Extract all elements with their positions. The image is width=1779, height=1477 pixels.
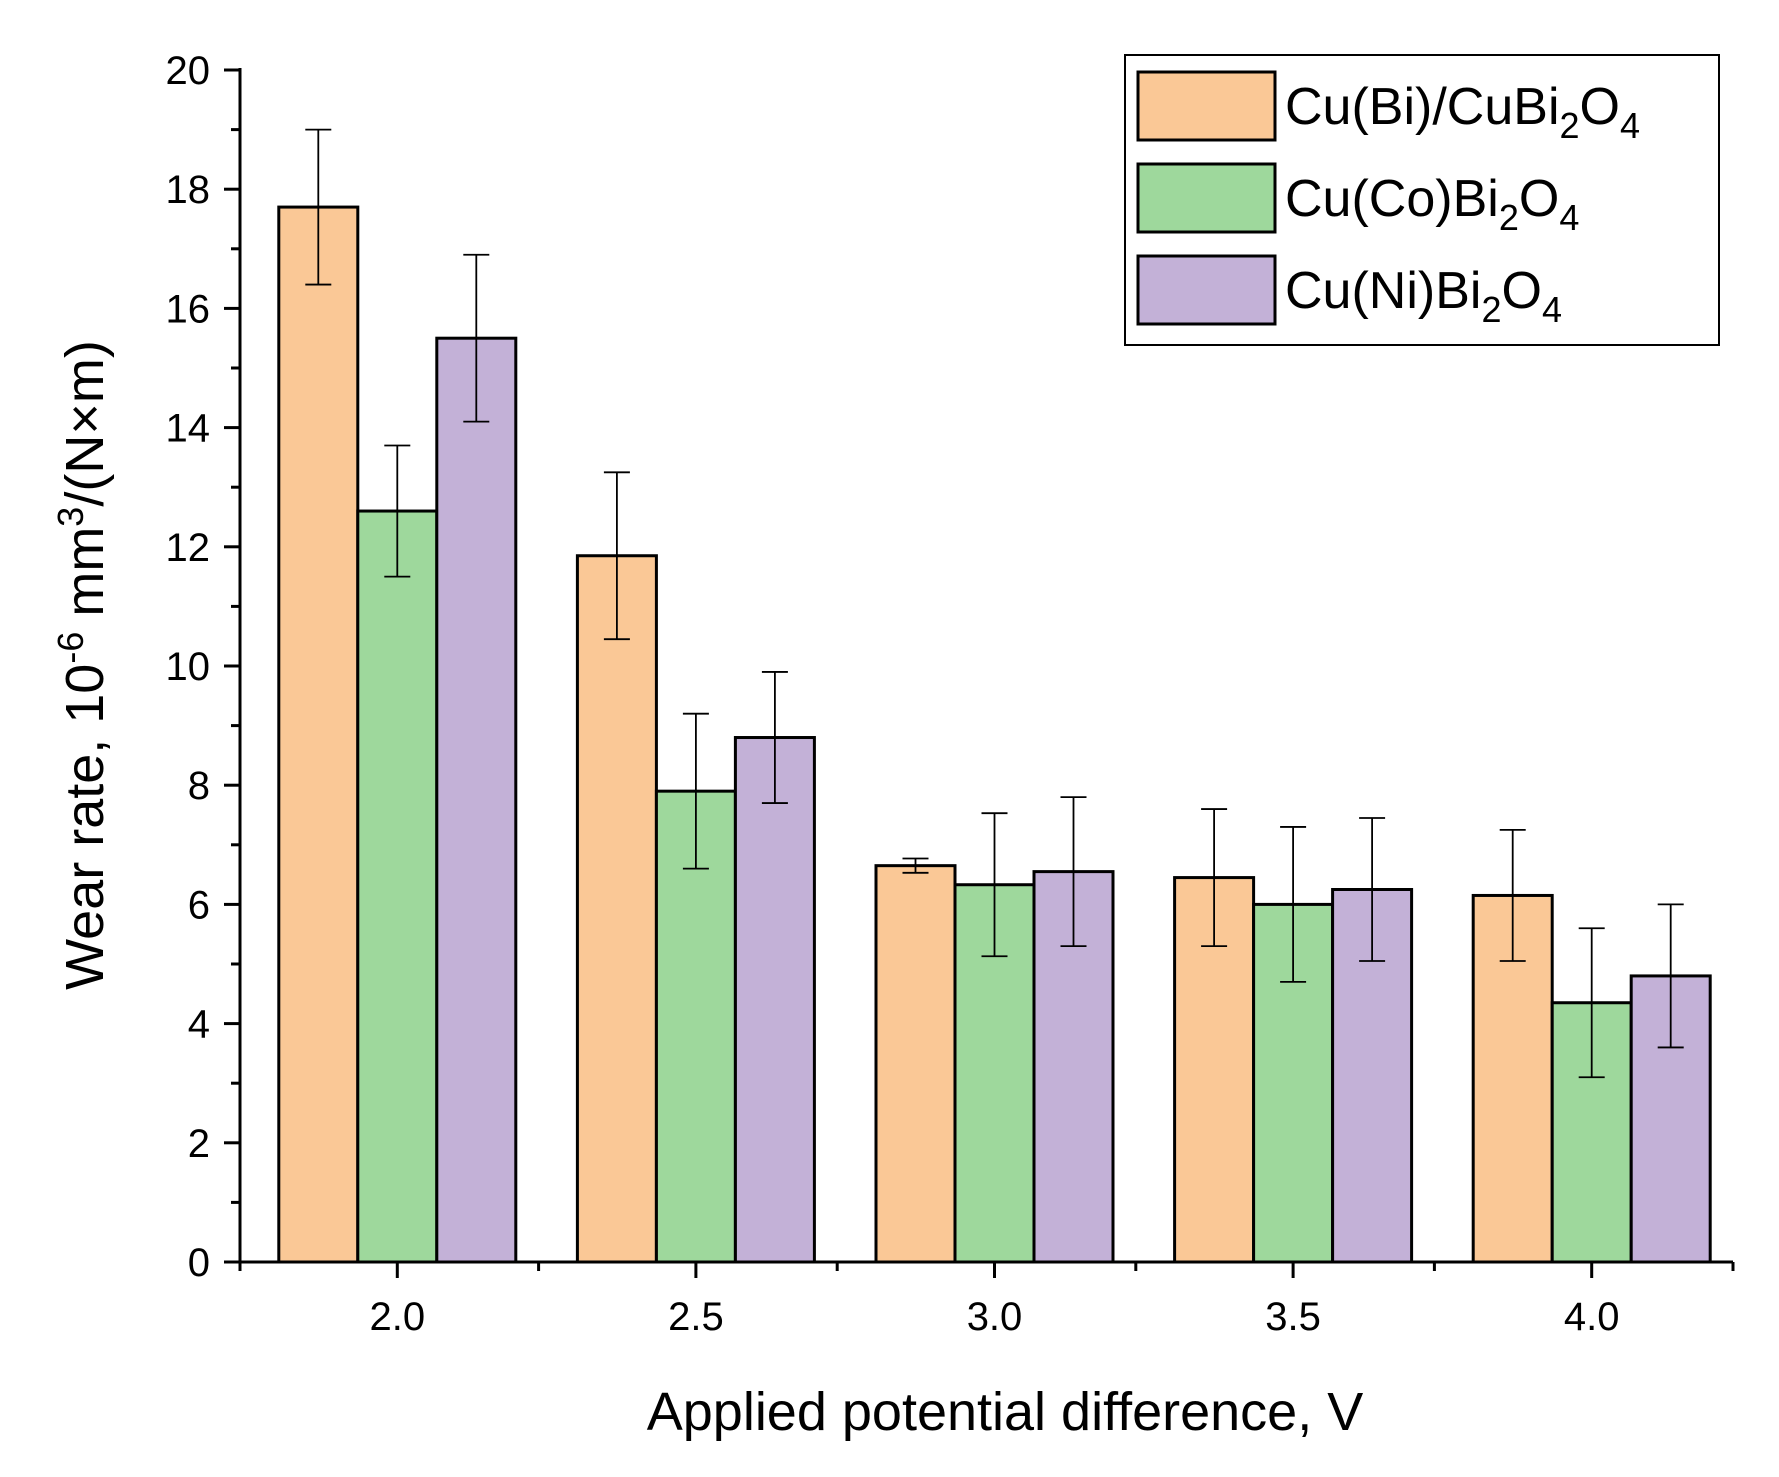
x-tick-label: 4.0: [1564, 1295, 1620, 1339]
bar-Cu(Bi)/CuBi2O4-2.5: [575, 554, 658, 1264]
legend-label: Cu(Ni)Bi2O4: [1285, 262, 1562, 330]
y-tick-label: 12: [166, 526, 211, 570]
error-bar-Cu(Bi)/CuBi2O4-3.5: [1201, 808, 1228, 948]
error-bar-Cu(Ni)Bi2O4-3.5: [1359, 817, 1386, 962]
legend-label: Cu(Bi)/CuBi2O4: [1285, 78, 1640, 146]
x-tick-label: 3.5: [1265, 1295, 1321, 1339]
x-axis-title: Applied potential difference, V: [647, 1382, 1364, 1442]
legend-label: Cu(Co)Bi2O4: [1285, 170, 1579, 238]
legend-item-Cu(Ni)Bi2O4: Cu(Ni)Bi2O4: [1136, 254, 1562, 330]
bar-Cu(Ni)Bi2O4-2.5: [733, 736, 816, 1264]
y-tick-label: 20: [166, 49, 211, 93]
error-bar-Cu(Bi)/CuBi2O4-2.5: [603, 471, 630, 641]
x-tick-label: 3.0: [967, 1295, 1023, 1339]
legend-item-Cu(Bi)/CuBi2O4: Cu(Bi)/CuBi2O4: [1136, 70, 1640, 146]
x-tick-label: 2.0: [369, 1295, 425, 1339]
x-tick-labels: 2.0 2.5 3.0 3.5 4.0: [369, 1295, 1619, 1339]
error-bar-Cu(Ni)Bi2O4-2.5: [761, 671, 788, 804]
error-bar-Cu(Co)Bi2O4-2.5: [682, 712, 709, 870]
error-bar-Cu(Co)Bi2O4-4.0: [1578, 927, 1605, 1079]
y-tick-label: 4: [188, 1003, 210, 1047]
error-bar-Cu(Bi)/CuBi2O4-3.0: [902, 857, 929, 874]
bar-Cu(Ni)Bi2O4-2.0: [435, 336, 518, 1264]
bars-layer: [277, 205, 1712, 1264]
y-tick-label: 10: [166, 645, 211, 689]
y-tick-label: 16: [166, 287, 211, 331]
bar-Cu(Bi)/CuBi2O4-2.0: [277, 205, 360, 1264]
legend-swatch: [1136, 70, 1277, 142]
y-tick-label: 8: [188, 764, 210, 808]
error-bar-Cu(Bi)/CuBi2O4-2.0: [305, 128, 332, 286]
bar-Cu(Co)Bi2O4-2.0: [356, 509, 439, 1264]
y-tick-label: 6: [188, 883, 210, 927]
error-bar-Cu(Co)Bi2O4-2.0: [384, 444, 411, 578]
legend-swatch: [1136, 162, 1277, 234]
y-tick-label: 0: [188, 1241, 210, 1285]
y-tick-label: 18: [166, 168, 211, 212]
legend-item-Cu(Co)Bi2O4: Cu(Co)Bi2O4: [1136, 162, 1579, 238]
error-bar-Cu(Bi)/CuBi2O4-4.0: [1499, 829, 1526, 962]
error-bars-layer: [305, 128, 1684, 1079]
axes-layer: [224, 68, 1735, 1278]
y-tick-label: 14: [166, 407, 211, 451]
legend: Cu(Bi)/CuBi2O4 Cu(Co)Bi2O4 Cu(Ni)Bi2O4: [1124, 54, 1720, 346]
error-bar-Cu(Ni)Bi2O4-2.0: [463, 253, 490, 423]
bar-Cu(Co)Bi2O4-2.5: [654, 789, 737, 1264]
error-bar-Cu(Ni)Bi2O4-3.0: [1060, 796, 1087, 948]
error-bar-Cu(Ni)Bi2O4-4.0: [1657, 903, 1684, 1049]
y-tick-label: 2: [188, 1122, 210, 1166]
bar-Cu(Bi)/CuBi2O4-3.0: [874, 864, 957, 1264]
legend-swatch: [1136, 254, 1277, 326]
y-tick-labels: 0 2 4 6 8 10 12 14 16 18 20: [166, 49, 211, 1285]
error-bar-Cu(Co)Bi2O4-3.5: [1280, 826, 1307, 983]
error-bar-Cu(Co)Bi2O4-3.0: [981, 812, 1008, 958]
y-axis-title: Wear rate, 10-6 mm3/(N×m): [50, 340, 115, 990]
x-tick-label: 2.5: [668, 1295, 724, 1339]
